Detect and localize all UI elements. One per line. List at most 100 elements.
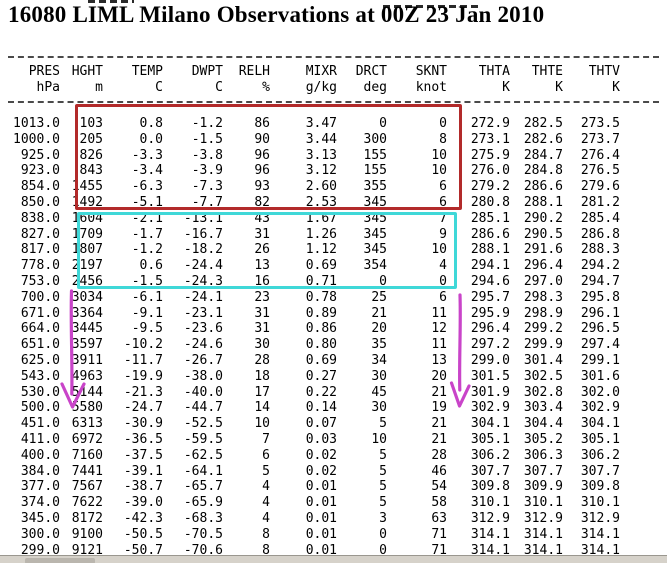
column-unit-thtv: K — [612, 80, 620, 95]
table-cell: 3.12 — [305, 163, 337, 179]
table-cell: 451.0 — [20, 416, 60, 432]
table-cell: 3034 — [71, 289, 103, 305]
table-cell: 284.8 — [523, 163, 563, 179]
table-cell: 0.6 — [139, 258, 163, 274]
table-cell: 10 — [431, 242, 447, 258]
table-cell: 299.0 — [470, 352, 510, 368]
table-cell: 345 — [363, 242, 387, 258]
table-cell: 23 — [254, 289, 270, 305]
table-cell: 304.1 — [580, 416, 620, 432]
table-cell: 275.9 — [470, 147, 510, 163]
table-cell: 0.03 — [305, 431, 337, 447]
table-cell: 345.0 — [20, 510, 60, 526]
table-cell: 96 — [254, 147, 270, 163]
table-cell: 925.0 — [20, 147, 60, 163]
table-cell: -68.3 — [183, 510, 223, 526]
table-cell: 30 — [371, 400, 387, 416]
table-cell: -30.9 — [123, 416, 163, 432]
table-cell: -38.7 — [123, 479, 163, 495]
table-cell: 307.7 — [470, 463, 510, 479]
table-cell: -39.0 — [123, 495, 163, 511]
table-cell: 0.01 — [305, 542, 337, 558]
table-cell: 307.7 — [580, 463, 620, 479]
column-header-relh: RELH — [238, 64, 270, 79]
table-cell: 302.8 — [523, 384, 563, 400]
table-cell: 0.8 — [139, 116, 163, 131]
table-cell: 303.4 — [523, 400, 563, 416]
table-cell: -1.5 — [191, 131, 223, 147]
table-cell: 273.5 — [580, 116, 620, 131]
table-cell: 71 — [431, 542, 447, 558]
table-cell: -24.7 — [123, 400, 163, 416]
table-cell: 28 — [254, 352, 270, 368]
table-cell: 854.0 — [20, 179, 60, 195]
table-cell: 778.0 — [20, 258, 60, 274]
table-cell: 302.5 — [523, 368, 563, 384]
table-cell: 9 — [439, 226, 447, 242]
table-cell: 276.5 — [580, 163, 620, 179]
table-cell: 374.0 — [20, 495, 60, 511]
table-cell: 298.9 — [523, 305, 563, 321]
table-cell: -52.5 — [183, 416, 223, 432]
table-cell: 309.9 — [523, 479, 563, 495]
table-cell: 9100 — [71, 526, 103, 542]
table-cell: 4 — [262, 479, 270, 495]
table-cell: 8 — [439, 131, 447, 147]
table-cell: 310.1 — [523, 495, 563, 511]
table-row: 700.0 3034 -6.1 -24.1 23 0.78 25 6 295.7 298.3 295… — [8, 290, 628, 306]
table-row: 530.0 5144 -21.3 -40.0 17 0.22 45 21 301.9 302.8 3… — [8, 385, 628, 401]
table-cell: -3.3 — [131, 147, 163, 163]
table-cell: 291.6 — [523, 242, 563, 258]
table-cell: -3.9 — [191, 163, 223, 179]
table-cell: 0.01 — [305, 526, 337, 542]
table-cell: 312.9 — [470, 510, 510, 526]
table-cell: 12 — [431, 321, 447, 337]
table-cell: 58 — [431, 495, 447, 511]
table-row: 923.0 843 -3.4 -3.9 96 3.12 155 10 276.0 284.8 276… — [8, 163, 628, 179]
table-cell: 0 — [379, 116, 387, 131]
column-header-mixr: MIXR — [305, 64, 337, 79]
table-cell: -37.5 — [123, 447, 163, 463]
table-cell: 6 — [439, 194, 447, 210]
table-cell: 296.4 — [523, 258, 563, 274]
table-cell: 297.4 — [580, 337, 620, 353]
column-header-sknt: SKNT — [415, 64, 447, 79]
table-cell: 7567 — [71, 479, 103, 495]
table-cell: 355 — [363, 179, 387, 195]
table-cell: 20 — [431, 368, 447, 384]
horizontal-scrollbar[interactable] — [0, 555, 667, 563]
table-cell: 0.86 — [305, 321, 337, 337]
table-cell: -62.5 — [183, 447, 223, 463]
table-cell: 279.6 — [580, 179, 620, 195]
table-cell: 21 — [431, 431, 447, 447]
table-cell: 0.71 — [305, 273, 337, 289]
table-cell: 82 — [254, 194, 270, 210]
table-cell: 5144 — [71, 384, 103, 400]
table-cell: 0.69 — [305, 258, 337, 274]
table-cell: 296.1 — [580, 305, 620, 321]
table-cell: 0.89 — [305, 305, 337, 321]
scrollbar-thumb[interactable] — [25, 558, 95, 563]
table-cell: 923.0 — [20, 163, 60, 179]
table-cell: 4 — [262, 495, 270, 511]
table-cell: 103 — [79, 116, 103, 131]
table-cell: 273.1 — [470, 131, 510, 147]
table-cell: 276.0 — [470, 163, 510, 179]
table-cell: 314.1 — [523, 542, 563, 558]
table-cell: 288.1 — [470, 242, 510, 258]
table-cell: 280.8 — [470, 194, 510, 210]
table-cell: 8172 — [71, 510, 103, 526]
table-cell: 281.2 — [580, 194, 620, 210]
table-cell: 5 — [262, 463, 270, 479]
table-cell: 543.0 — [20, 368, 60, 384]
table-cell: 298.3 — [523, 289, 563, 305]
table-cell: 310.1 — [470, 495, 510, 511]
table-cell: 35 — [371, 337, 387, 353]
table-cell: 290.5 — [523, 226, 563, 242]
table-cell: 301.6 — [580, 368, 620, 384]
table-cell: 290.2 — [523, 210, 563, 226]
table-cell: 5 — [379, 416, 387, 432]
table-cell: -6.3 — [131, 179, 163, 195]
table-cell: 285.4 — [580, 210, 620, 226]
table-cell: 5 — [379, 463, 387, 479]
